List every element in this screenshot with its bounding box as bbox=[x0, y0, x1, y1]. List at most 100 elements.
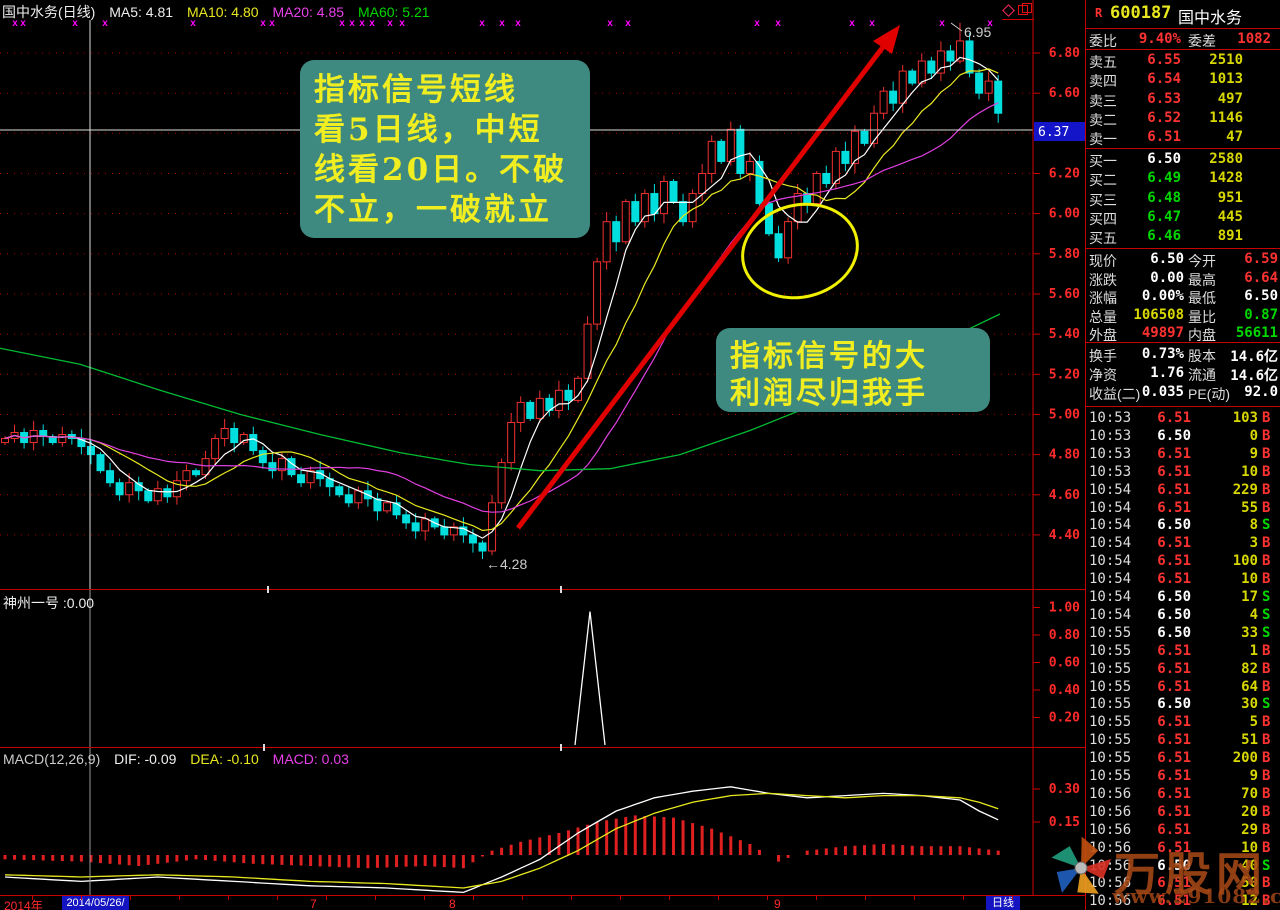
note-line: 线看20日。不破 bbox=[314, 152, 568, 188]
signal-x-mark: x bbox=[369, 18, 375, 29]
macd-hist-bar bbox=[299, 855, 303, 866]
detail-value: 56611 bbox=[1235, 325, 1278, 342]
candle-body bbox=[717, 140, 726, 162]
detail-value: 0.035 bbox=[1141, 384, 1184, 400]
signal-x-mark: x bbox=[72, 18, 78, 29]
ask-label: 卖二 bbox=[1089, 111, 1117, 128]
restore-window-icon[interactable] bbox=[1018, 3, 1032, 15]
macd-hist-bar bbox=[385, 855, 389, 868]
macd-hist-bar bbox=[471, 855, 475, 863]
detail-label: 内盘 bbox=[1188, 327, 1216, 344]
candle-body bbox=[402, 514, 411, 524]
macd-hist-bar bbox=[156, 855, 160, 864]
tick-price: 6.51 bbox=[1157, 803, 1191, 820]
candlestick-chart[interactable]: 6.806.606.406.206.005.805.605.405.205.00… bbox=[0, 0, 1085, 590]
tick-volume: 64 bbox=[1241, 678, 1258, 695]
detail-value: 92.0 bbox=[1244, 384, 1278, 400]
candle-body bbox=[850, 130, 859, 164]
macd-hist-bar bbox=[175, 855, 179, 862]
tick-side: B bbox=[1262, 445, 1271, 462]
tick-side: B bbox=[1262, 427, 1271, 444]
tick-price: 6.51 bbox=[1157, 785, 1191, 802]
tick-price: 6.51 bbox=[1157, 445, 1191, 462]
tick-time: 10:56 bbox=[1089, 875, 1132, 892]
candle-body bbox=[602, 221, 611, 263]
tick-volume: 30 bbox=[1241, 696, 1258, 713]
tick-price: 6.51 bbox=[1157, 571, 1191, 588]
tick-price: 6.51 bbox=[1157, 499, 1191, 516]
tick-time: 10:54 bbox=[1089, 606, 1132, 623]
macd-hist-bar bbox=[251, 855, 255, 864]
macd-hist-bar bbox=[395, 855, 399, 868]
crosshair-date-tag: 2014/05/26/一 bbox=[62, 896, 129, 910]
tick-volume: 40 bbox=[1241, 857, 1258, 874]
ma20-line bbox=[4, 102, 999, 513]
signal-x-mark: x bbox=[607, 18, 613, 29]
macd-header: MACD(12,26,9) DIF: -0.09 DEA: -0.10 MACD… bbox=[3, 751, 359, 767]
macd-hist-bar bbox=[79, 855, 83, 862]
candle-body bbox=[277, 458, 286, 472]
macd-hist-bar bbox=[318, 855, 322, 867]
candle-body bbox=[449, 526, 458, 536]
macd-hist-bar bbox=[461, 855, 465, 869]
macd-hist-bar bbox=[242, 855, 246, 864]
tick-volume: 50 bbox=[1241, 875, 1258, 892]
candle-body bbox=[440, 526, 449, 536]
ma10-value: MA10: 4.80 bbox=[186, 4, 259, 20]
macd-hist-bar bbox=[662, 817, 666, 855]
ask-price: 6.54 bbox=[1147, 71, 1181, 88]
candle-body bbox=[192, 470, 200, 476]
tick-time: 10:55 bbox=[1089, 696, 1132, 713]
macd-hist-bar bbox=[977, 848, 981, 855]
tick-time: 10:54 bbox=[1089, 499, 1132, 516]
tick-volume: 0 bbox=[1249, 427, 1258, 444]
signal-x-mark: x bbox=[190, 18, 196, 29]
tick-side: B bbox=[1262, 750, 1271, 767]
candle-body bbox=[831, 150, 840, 185]
ask-label: 卖三 bbox=[1089, 92, 1117, 109]
sidebar-stock-title[interactable]: R 600187 国中水务 bbox=[1086, 3, 1280, 27]
watermark-text: 万股网 bbox=[1114, 847, 1267, 901]
indicator-panel-chart[interactable]: 1.00 0.80 0.60 0.40 0.20 bbox=[0, 590, 1085, 748]
macd-hist-bar bbox=[700, 825, 704, 855]
detail-label: 收益(二) bbox=[1089, 386, 1141, 402]
signal-x-mark: x bbox=[479, 18, 485, 29]
tick-volume: 1 bbox=[1249, 642, 1258, 659]
note-line: 看5日线，中短 bbox=[314, 112, 543, 148]
detail-label: 涨幅 bbox=[1089, 290, 1117, 307]
macd-hist-bar bbox=[423, 855, 427, 866]
macd-hist-bar bbox=[729, 836, 733, 855]
tick-side: B bbox=[1262, 642, 1271, 659]
price-axis-label: 4.40 bbox=[1049, 528, 1080, 543]
tick-price: 6.51 bbox=[1157, 481, 1191, 498]
tick-volume: 229 bbox=[1232, 481, 1258, 498]
diamond-icon[interactable] bbox=[1002, 4, 1015, 17]
macd-hist-bar bbox=[748, 844, 752, 855]
candle-body bbox=[841, 150, 850, 164]
tick-side: B bbox=[1262, 893, 1271, 910]
macd-hist-bar bbox=[882, 844, 886, 855]
candle-body bbox=[58, 434, 67, 444]
tick-time: 10:56 bbox=[1089, 893, 1132, 910]
macd-hist-bar bbox=[920, 846, 924, 855]
macd-hist-bar bbox=[356, 855, 360, 868]
candle-body bbox=[172, 480, 181, 498]
macd-hist-bar bbox=[223, 855, 227, 862]
tick-price: 6.51 bbox=[1157, 714, 1191, 731]
macd-hist-bar bbox=[41, 855, 45, 861]
detail-label: 股本 bbox=[1188, 348, 1216, 364]
macd-hist-bar bbox=[89, 855, 93, 863]
period-label[interactable]: 日线 bbox=[986, 896, 1020, 910]
detail-value: 6.59 bbox=[1244, 251, 1278, 267]
candle-body bbox=[239, 434, 248, 444]
macd-panel-chart[interactable]: 0.30 0.15 bbox=[0, 748, 1085, 895]
indicator-axis-label: 0.60 bbox=[1049, 656, 1080, 671]
ask-volume: 2510 bbox=[1209, 52, 1243, 68]
tick-time: 10:56 bbox=[1089, 785, 1132, 802]
indicator-axis-label: 1.00 bbox=[1049, 601, 1080, 616]
date-axis[interactable]: 2014年 2014/05/26/一 日线 7 8 9 bbox=[0, 895, 1085, 910]
tick-volume: 10 bbox=[1241, 571, 1258, 588]
candle-body bbox=[659, 181, 668, 215]
candle-body bbox=[153, 488, 162, 502]
candle-body bbox=[870, 112, 879, 144]
